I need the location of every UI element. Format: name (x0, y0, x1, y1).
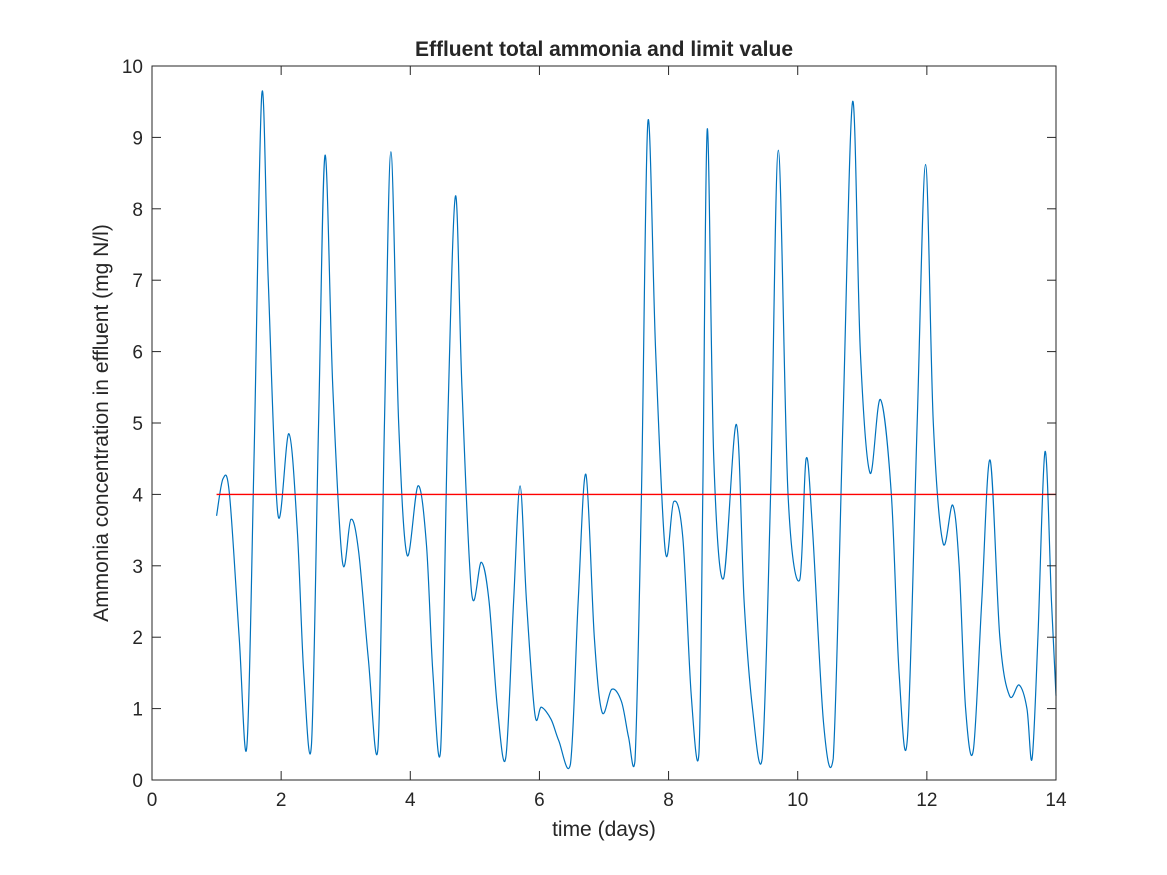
x-tick-label: 12 (916, 790, 937, 811)
y-tick-label: 0 (132, 771, 143, 792)
y-axis-label: Ammonia concentration in effluent (mg N/… (90, 224, 113, 622)
x-tick-label: 2 (276, 790, 287, 811)
chart-title: Effluent total ammonia and limit value (415, 38, 793, 61)
y-tick-label: 1 (132, 700, 143, 721)
y-tick-label: 5 (132, 414, 143, 435)
y-tick-label: 8 (132, 200, 143, 221)
x-tick-label: 0 (147, 790, 158, 811)
y-axis-ticks: 0 1 2 3 4 5 6 7 8 9 10 (122, 57, 1056, 792)
y-tick-label: 7 (132, 271, 143, 292)
y-tick-label: 3 (132, 557, 143, 578)
x-tick-label: 14 (1045, 790, 1067, 811)
x-tick-label: 8 (663, 790, 674, 811)
x-tick-label: 10 (787, 790, 808, 811)
y-tick-label: 4 (132, 485, 143, 506)
y-tick-label: 9 (132, 128, 143, 149)
plot-area (152, 66, 1056, 780)
x-tick-label: 4 (405, 790, 416, 811)
series-layer (215, 90, 1057, 769)
x-axis-ticks: 0 2 4 6 8 10 12 14 (147, 66, 1067, 811)
y-tick-label: 2 (132, 628, 143, 649)
y-tick-label: 10 (122, 57, 143, 78)
x-tick-label: 6 (534, 790, 545, 811)
x-axis-label: time (days) (552, 818, 656, 841)
y-tick-label: 6 (132, 343, 143, 364)
